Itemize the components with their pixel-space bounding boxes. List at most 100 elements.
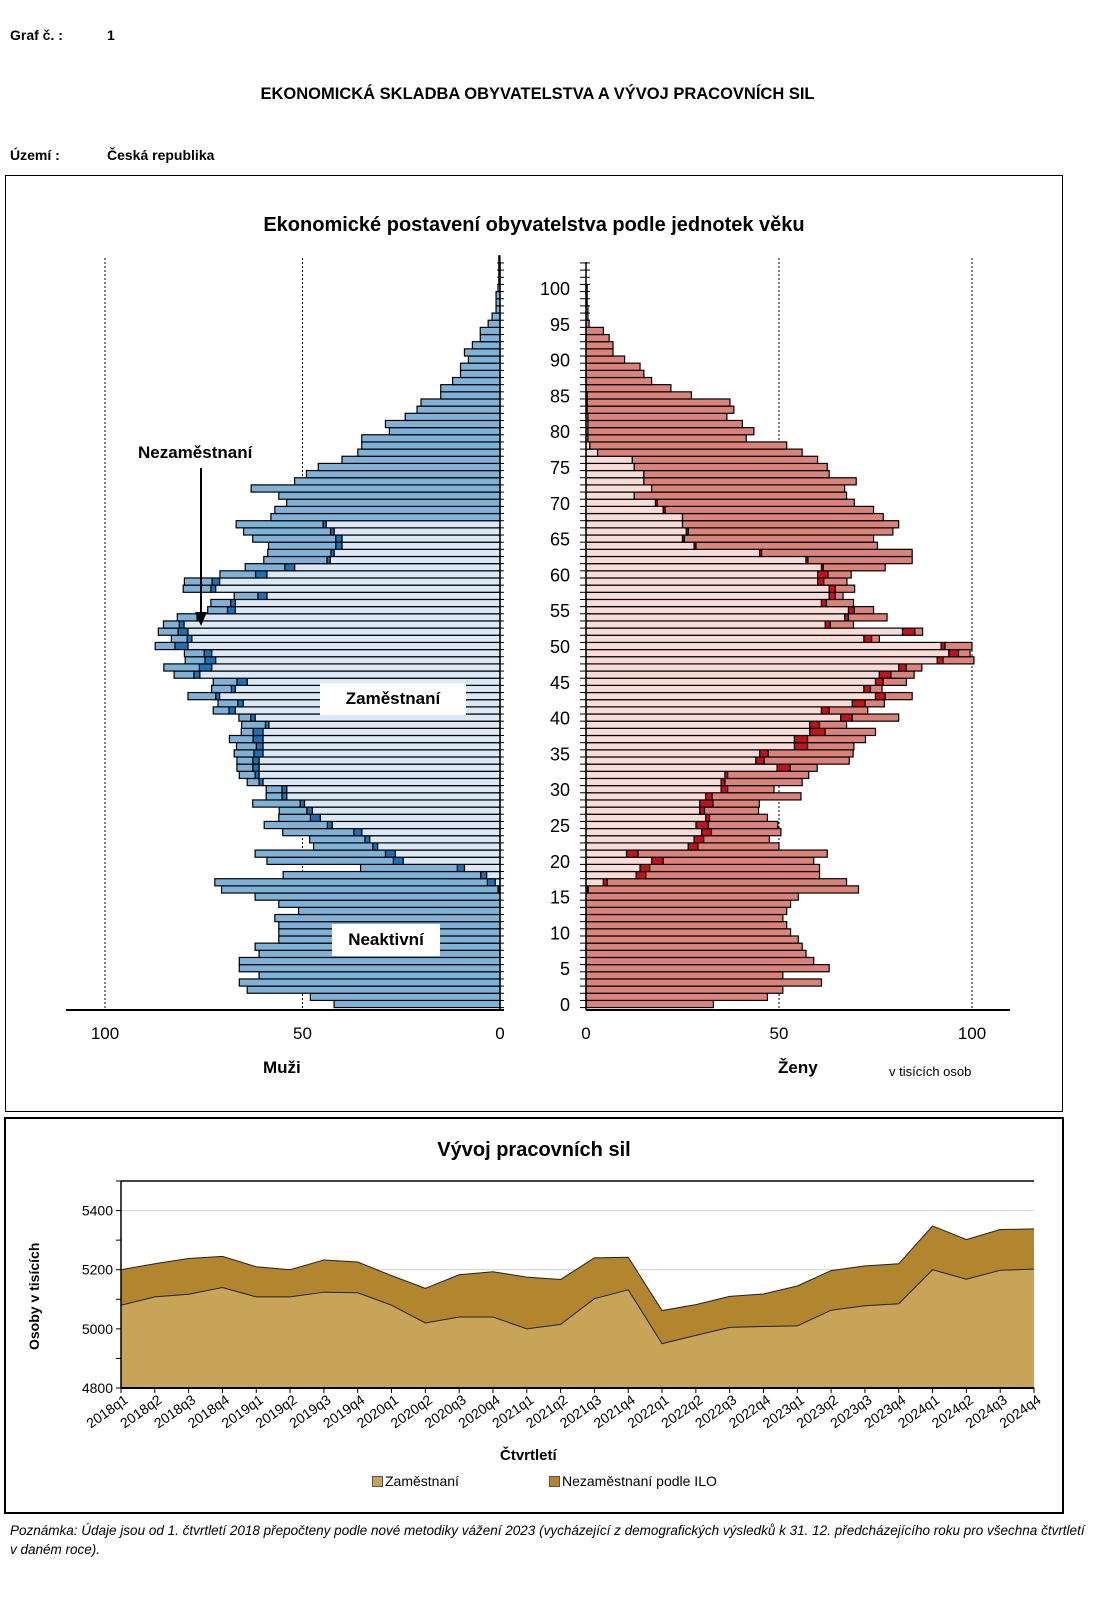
male-bar-employed-age-47 <box>211 663 501 672</box>
male-bar-unemployed-age-49 <box>203 648 213 658</box>
male-bar-unemployed-age-34 <box>252 756 260 765</box>
female-bar-unemployed-age-46 <box>878 670 892 679</box>
female-bar-employed-age-49 <box>585 648 950 658</box>
female-bar-inactive-age-29 <box>711 792 802 801</box>
female-bar-employed-age-73 <box>585 477 645 486</box>
female-bar-inactive-age-37 <box>806 734 867 744</box>
female-bar-inactive-age-56 <box>825 598 855 608</box>
female-bar-employed-age-68 <box>585 512 684 522</box>
female-bar-unemployed-age-18 <box>635 870 647 880</box>
female-bar-inactive-age-34 <box>763 756 850 765</box>
female-bar-inactive-age-64 <box>695 541 879 550</box>
female-bar-employed-age-31 <box>585 777 722 787</box>
male-bar-inactive-age-71 <box>278 491 501 500</box>
male-bar-unemployed-age-17 <box>486 878 496 887</box>
female-bar-employed-age-77 <box>585 448 599 457</box>
male-bar-inactive-age-62 <box>263 555 328 565</box>
female-bar-employed-age-67 <box>585 520 684 529</box>
male-bar-inactive-age-53 <box>162 620 180 629</box>
female-bar-inactive-age-89 <box>585 362 641 371</box>
female-bar-employed-age-56 <box>585 598 823 608</box>
main-title: EKONOMICKÁ SKLADBA OBYVATELSTVA A VÝVOJ … <box>260 85 815 103</box>
male-bar-employed-age-49 <box>211 648 501 658</box>
female-bar-employed-age-40 <box>585 713 842 722</box>
female-bar-inactive-age-31 <box>724 777 803 787</box>
male-bar-employed-age-67 <box>325 520 501 529</box>
female-bar-inactive-age-63 <box>761 548 913 558</box>
female-bar-employed-age-72 <box>585 484 653 493</box>
age-tick-label: 65 <box>550 530 570 550</box>
male-bar-inactive-age-29 <box>265 792 283 801</box>
female-bar-employed-age-38 <box>585 727 811 737</box>
male-bar-inactive-age-17 <box>214 878 488 887</box>
female-bar-employed-age-42 <box>585 699 853 708</box>
female-bar-inactive-age-3 <box>585 978 823 987</box>
label-neaktivni: Neaktivní <box>332 924 440 956</box>
male-bar-inactive-age-69 <box>274 505 501 515</box>
age-tick-label: 55 <box>550 601 570 621</box>
male-bar-employed-age-37 <box>262 734 501 744</box>
female-bar-inactive-age-51 <box>871 634 880 644</box>
graf-label: Graf č. : <box>10 27 63 43</box>
male-bar-inactive-age-24 <box>282 827 355 837</box>
female-bar-unemployed-age-36 <box>793 742 809 751</box>
label-zamestnani: Zaměstnaní <box>320 683 466 715</box>
female-bar-inactive-age-73 <box>643 477 857 486</box>
female-bar-inactive-age-11 <box>585 921 788 930</box>
male-bar-employed-age-24 <box>361 827 501 837</box>
legend-swatch-unemployed <box>549 1475 560 1487</box>
female-bar-employed-age-74 <box>585 469 645 479</box>
female-bar-inactive-age-79 <box>587 434 747 443</box>
female-bar-inactive-age-80 <box>587 427 755 436</box>
male-bar-unemployed-age-45 <box>236 677 248 686</box>
male-bar-inactive-age-0 <box>333 999 501 1009</box>
male-bar-employed-age-21 <box>394 849 501 858</box>
female-bar-employed-age-22 <box>585 842 689 851</box>
female-bar-inactive-age-76 <box>631 455 819 465</box>
female-bar-inactive-age-22 <box>697 842 780 851</box>
female-bar-employed-age-70 <box>585 498 657 507</box>
female-bar-unemployed-age-60 <box>816 570 829 579</box>
age-tick-label: 60 <box>550 565 570 585</box>
age-tick-label: 15 <box>550 888 570 908</box>
female-bar-employed-age-20 <box>585 856 653 865</box>
male-bar-unemployed-age-25 <box>326 820 333 830</box>
male-bar-unemployed-age-30 <box>281 785 288 794</box>
male-bar-inactive-age-85 <box>440 391 501 400</box>
female-bar-inactive-age-21 <box>637 849 828 858</box>
male-bar-inactive-age-16 <box>220 885 499 894</box>
male-bar-unemployed-age-26 <box>309 813 321 823</box>
female-bar-unemployed-age-49 <box>948 648 960 658</box>
male-bar-inactive-age-27 <box>278 806 308 815</box>
male-bar-employed-age-54 <box>199 613 501 622</box>
female-bar-inactive-age-92 <box>585 341 614 350</box>
male-bar-unemployed-age-52 <box>177 627 189 636</box>
male-bar-inactive-age-12 <box>274 913 501 923</box>
female-bar-inactive-age-6 <box>585 956 815 966</box>
male-bar-unemployed-age-20 <box>392 856 404 865</box>
pyramid-title: Ekonomické postavení obyvatelstva podle … <box>263 214 805 236</box>
y-tick-label: 5400 <box>82 1203 113 1219</box>
female-bar-inactive-age-13 <box>585 906 788 916</box>
male-bar-inactive-age-47 <box>163 663 201 672</box>
male-bar-inactive-age-19 <box>359 863 458 873</box>
female-bar-employed-age-48 <box>585 656 938 665</box>
male-bar-inactive-age-73 <box>294 477 501 486</box>
female-bar-inactive-age-54 <box>847 613 888 622</box>
male-bar-inactive-age-26 <box>278 813 311 823</box>
male-bar-inactive-age-5 <box>238 964 501 973</box>
pyramid-chart: 0 5 10 15 20 25 30 35 40 45 50 55 60 65 70 75 80 85 90 95 10… <box>66 255 1010 1043</box>
male-bar-employed-age-18 <box>485 870 501 880</box>
male-bar-employed-age-19 <box>463 863 501 873</box>
female-bar-employed-age-35 <box>585 749 761 758</box>
female-bar-inactive-age-40 <box>851 713 900 722</box>
female-bar-employed-age-27 <box>585 806 701 815</box>
male-bar-employed-age-57 <box>266 591 501 601</box>
male-bar-unemployed-age-24 <box>353 827 363 837</box>
female-bar-inactive-age-69 <box>664 505 875 515</box>
female-x-tick-label: 0 <box>581 1024 590 1043</box>
female-bar-inactive-age-44 <box>869 684 883 694</box>
male-x-tick-label: 50 <box>293 1024 312 1043</box>
female-bar-inactive-age-68 <box>681 512 884 522</box>
female-bar-unemployed-age-53 <box>824 620 831 629</box>
